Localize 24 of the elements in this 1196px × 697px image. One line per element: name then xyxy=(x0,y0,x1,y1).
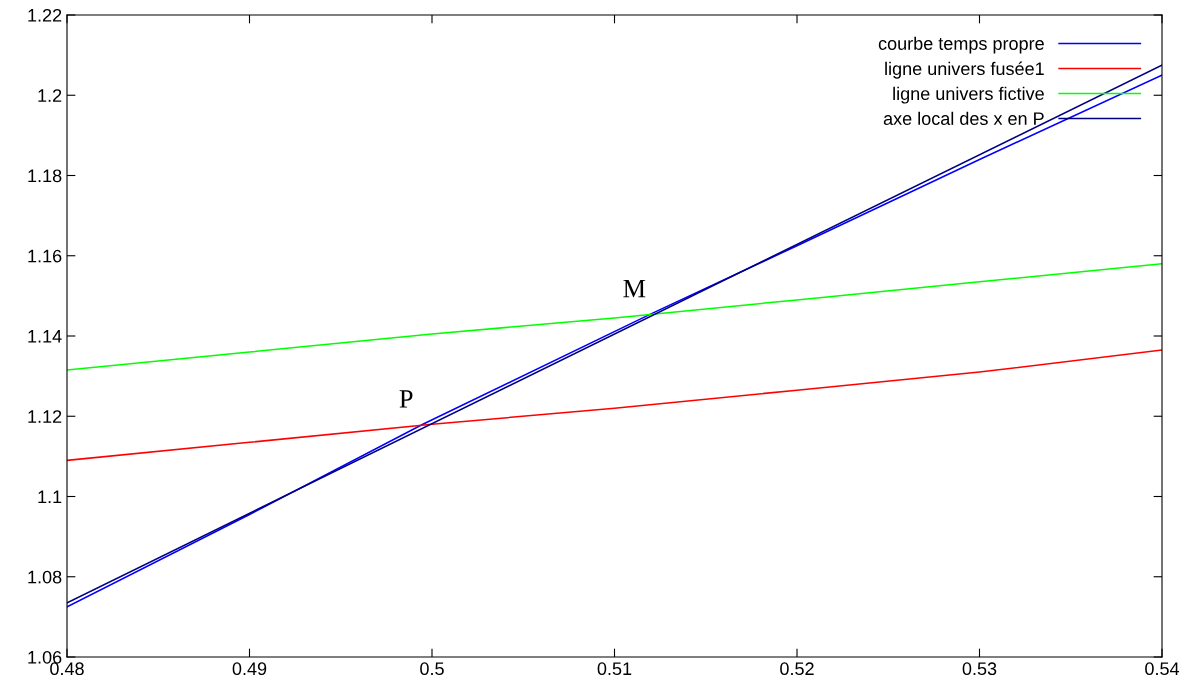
legend-label: ligne univers fusée1 xyxy=(885,61,1044,79)
legend-label: axe local des x en P xyxy=(883,111,1044,126)
x-tick-label: 0.54 xyxy=(1145,662,1180,676)
annotation: M xyxy=(623,279,646,298)
line-series xyxy=(67,263,1162,371)
y-tick-label: 1.08 xyxy=(28,570,62,584)
x-tick-label: 0.52 xyxy=(780,662,814,676)
y-tick-label: 1.2 xyxy=(38,89,62,102)
x-tick-label: 0.49 xyxy=(232,662,267,676)
annotation: P xyxy=(399,390,413,408)
legend-label: ligne univers fictive xyxy=(893,86,1044,104)
x-tick-label: 0.53 xyxy=(962,662,997,676)
y-tick-label: 1.12 xyxy=(28,410,62,423)
line-series xyxy=(67,349,1162,462)
y-tick-label: 1.14 xyxy=(28,330,62,343)
x-tick-label: 0.51 xyxy=(597,662,632,676)
legend-label: courbe temps propre xyxy=(878,36,1044,54)
y-tick-label: 1.1 xyxy=(38,490,62,504)
y-tick-label: 1.18 xyxy=(28,169,62,183)
x-tick-label: 0.5 xyxy=(420,662,444,676)
x-tick-label: 0.48 xyxy=(50,662,84,676)
y-tick-label: 1.16 xyxy=(28,249,62,263)
y-tick-label: 1.06 xyxy=(28,650,62,664)
y-tick-label: 1.22 xyxy=(28,8,62,22)
